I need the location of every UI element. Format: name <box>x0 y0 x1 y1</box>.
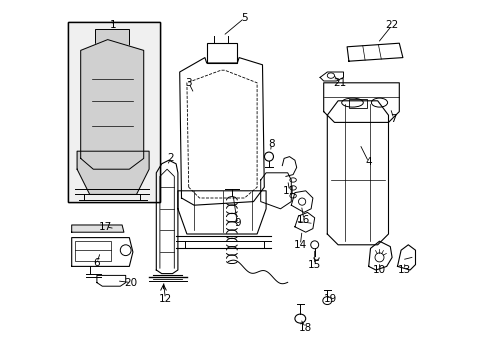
Text: 3: 3 <box>185 78 192 88</box>
Polygon shape <box>72 225 123 232</box>
Bar <box>95 29 129 47</box>
Text: 2: 2 <box>167 153 174 163</box>
Text: 11: 11 <box>282 186 296 196</box>
Text: 13: 13 <box>397 265 410 275</box>
Text: 5: 5 <box>241 13 247 23</box>
Text: 14: 14 <box>293 240 306 250</box>
Text: 8: 8 <box>267 139 274 149</box>
Text: 16: 16 <box>297 215 310 225</box>
Bar <box>75 241 111 261</box>
Text: 6: 6 <box>93 258 100 268</box>
Text: 18: 18 <box>299 323 312 333</box>
Bar <box>68 22 160 202</box>
Polygon shape <box>77 151 149 194</box>
Bar <box>348 99 366 108</box>
Text: 19: 19 <box>324 294 337 304</box>
Text: 9: 9 <box>234 218 240 228</box>
Text: 1: 1 <box>110 20 116 30</box>
Text: 12: 12 <box>158 294 172 304</box>
Text: 7: 7 <box>390 114 396 124</box>
Bar <box>75 227 89 231</box>
Bar <box>206 43 237 63</box>
Text: 15: 15 <box>307 260 321 270</box>
Bar <box>93 227 107 231</box>
Text: 10: 10 <box>372 265 385 275</box>
Text: 22: 22 <box>385 20 398 30</box>
Bar <box>68 22 160 202</box>
Text: 21: 21 <box>333 78 346 88</box>
Polygon shape <box>81 40 143 169</box>
Text: 17: 17 <box>99 222 112 232</box>
Text: 4: 4 <box>365 157 371 167</box>
Text: 20: 20 <box>124 278 138 288</box>
